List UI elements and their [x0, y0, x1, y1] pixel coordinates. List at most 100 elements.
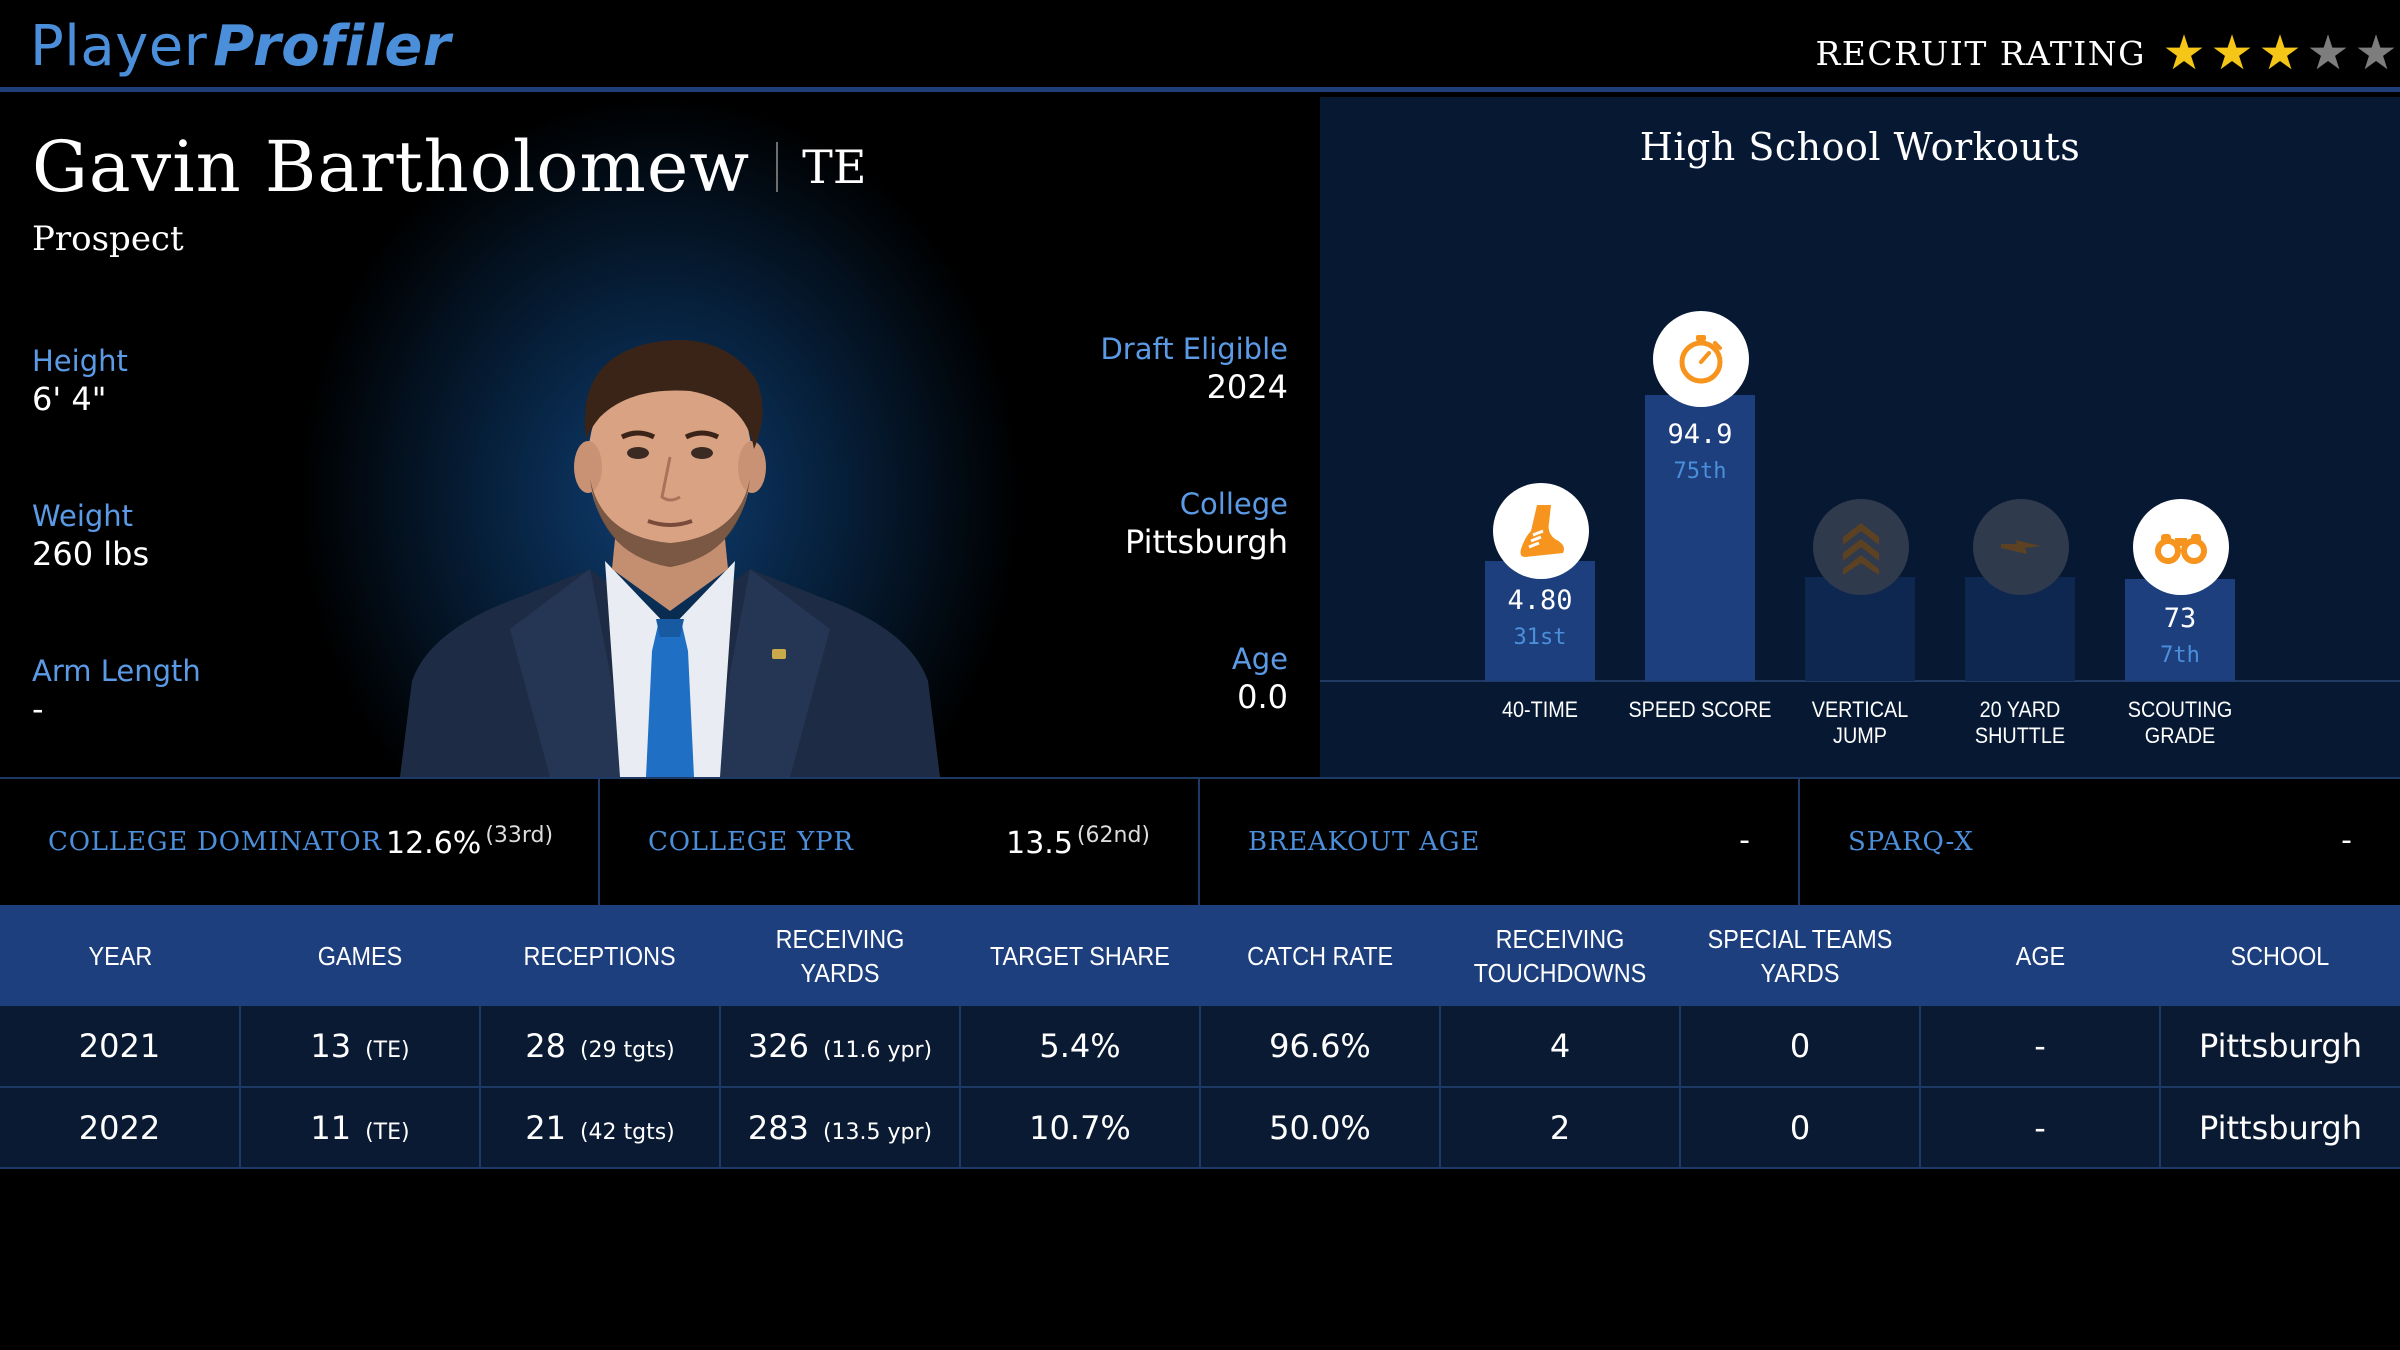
workout-rank: 75th	[1673, 459, 1727, 484]
star-empty-icon: ★	[2306, 25, 2350, 81]
table-row: 2022 11 (TE) 21 (42 tgts) 283 (13.5 ypr) 10…	[0, 1087, 2400, 1169]
running-shoe-icon	[1493, 483, 1589, 579]
player-headshot	[400, 339, 940, 777]
name-row: Gavin Bartholomew TE	[32, 127, 866, 207]
star-filled-icon: ★	[2210, 25, 2254, 81]
top-bar: Player Profiler RECRUIT RATING ★ ★ ★ ★ ★	[0, 0, 2400, 92]
column-header-games[interactable]: GAMES	[240, 905, 480, 1006]
height-stat: Height 6' 4"	[32, 343, 128, 419]
workout-label: 20 YARD SHUTTLE	[1974, 697, 2066, 748]
weight-value: 260 lbs	[32, 535, 150, 573]
workout-bar	[1645, 395, 1755, 681]
star-empty-icon: ★	[2354, 25, 2398, 81]
player-name: Gavin Bartholomew	[32, 126, 751, 208]
workout-label: SCOUTING GRADE	[2127, 697, 2233, 748]
college-value: Pittsburgh	[1124, 523, 1288, 561]
cell-receiving-yards: 283 (13.5 ypr)	[720, 1087, 961, 1169]
metric-value: -	[1739, 823, 1750, 858]
cell-target-share: 5.4%	[960, 1006, 1201, 1088]
workout-vertical-jump[interactable]: VERTICAL JUMP	[1805, 97, 1915, 777]
lightning-icon	[1973, 499, 2069, 595]
binoculars-icon	[2133, 499, 2229, 595]
cell-games: 13 (TE)	[240, 1006, 481, 1088]
player-position: TE	[802, 140, 867, 194]
column-header-receptions[interactable]: RECEPTIONS	[480, 905, 720, 1006]
name-divider	[776, 142, 779, 192]
cell-receiving-touchdowns: 2	[1440, 1087, 1681, 1169]
metric-breakout-age[interactable]: Breakout Age -	[1200, 779, 1800, 905]
metric-number: 12.6%	[386, 826, 482, 861]
column-header-year[interactable]: YEAR	[0, 905, 240, 1006]
workout-value: 94.9	[1667, 419, 1733, 450]
metric-college-ypr[interactable]: College YPR 13.5 (62nd)	[600, 779, 1200, 905]
cell-special-teams-yards: 0	[1680, 1006, 1921, 1088]
workouts-baseline	[1320, 680, 2400, 682]
height-value: 6' 4"	[32, 380, 107, 418]
table-header-row: YEAR GAMES RECEPTIONS RECEIVING YARDS TA…	[0, 905, 2400, 1006]
workout-value: 73	[2163, 603, 2197, 634]
cell-age: -	[1920, 1087, 2161, 1169]
cell-receptions: 21 (42 tgts)	[480, 1087, 721, 1169]
column-header-receiving-touchdowns[interactable]: RECEIVING TOUCHDOWNS	[1440, 905, 1680, 1006]
logo-part-player: Player	[30, 14, 208, 79]
cell-catch-rate: 96.6%	[1200, 1006, 1441, 1088]
age-value: 0.0	[1237, 678, 1288, 716]
weight-stat: Weight 260 lbs	[32, 498, 149, 574]
college-stats-table: YEAR GAMES RECEPTIONS RECEIVING YARDS TA…	[0, 905, 2400, 1169]
metric-value: -	[2341, 823, 2352, 858]
column-header-target-share[interactable]: TARGET SHARE	[960, 905, 1200, 1006]
workout-label: SPEED SCORE	[1628, 697, 1772, 722]
stopwatch-icon	[1653, 311, 1749, 407]
metric-number: 13.5	[1006, 826, 1073, 861]
site-logo[interactable]: Player Profiler	[30, 12, 451, 82]
arm-length-value: -	[32, 690, 44, 728]
star-filled-icon: ★	[2162, 25, 2206, 81]
workout-scouting-grade[interactable]: 73 7th SCOUTING GRADE	[2125, 97, 2235, 777]
metric-label: Breakout Age	[1248, 827, 1481, 857]
workout-label: VERTICAL JUMP	[1811, 697, 1909, 748]
college-stat: College Pittsburgh	[1125, 486, 1288, 562]
workout-value: 4.80	[1507, 585, 1573, 616]
advanced-metrics-strip: College Dominator 12.6% (33rd) College YP…	[0, 777, 2400, 905]
rating-stars: ★ ★ ★ ★ ★	[2160, 28, 2400, 78]
metric-college-dominator[interactable]: College Dominator 12.6% (33rd)	[0, 779, 600, 905]
column-header-special-teams-yards[interactable]: SPECIAL TEAMS YARDS	[1680, 905, 1920, 1006]
weight-label: Weight	[32, 499, 134, 533]
draft-eligible-stat: Draft Eligible 2024	[1100, 331, 1288, 407]
workouts-title: High School Workouts	[1639, 125, 2081, 169]
metric-value: 12.6% (33rd)	[386, 823, 553, 861]
star-filled-icon: ★	[2258, 25, 2302, 81]
draft-eligible-value: 2024	[1206, 368, 1288, 406]
column-header-catch-rate[interactable]: CATCH RATE	[1200, 905, 1440, 1006]
workout-bar	[2125, 579, 2235, 681]
metric-sparq-x[interactable]: SPARQ-x -	[1800, 779, 2400, 905]
cell-receptions: 28 (29 tgts)	[480, 1006, 721, 1088]
logo-part-profiler: Profiler	[213, 14, 452, 79]
draft-eligible-label: Draft Eligible	[1100, 332, 1288, 366]
player-status: Prospect	[32, 219, 184, 259]
column-header-receiving-yards[interactable]: RECEIVING YARDS	[720, 905, 960, 1006]
arm-length-label: Arm Length	[32, 654, 201, 688]
column-header-age[interactable]: AGE	[1920, 905, 2160, 1006]
high-school-workouts-panel: High School Workouts 4.80 31st 40-TIME 9…	[1320, 97, 2400, 777]
column-header-school[interactable]: SCHOOL	[2160, 905, 2400, 1006]
college-label: College	[1179, 487, 1288, 521]
metric-label: SPARQ-x	[1848, 827, 1974, 857]
player-profile: Gavin Bartholomew TE Prospect Height 6' …	[0, 97, 1320, 777]
cell-receiving-yards: 326 (11.6 ypr)	[720, 1006, 961, 1088]
recruit-rating: RECRUIT RATING ★ ★ ★ ★ ★	[1815, 28, 2400, 78]
age-label: Age	[1231, 642, 1288, 676]
cell-receiving-touchdowns: 4	[1440, 1006, 1681, 1088]
recruit-rating-label: RECRUIT RATING	[1815, 33, 2146, 73]
workout-bar	[1485, 561, 1595, 681]
workout-20-yard-shuttle[interactable]: 20 YARD SHUTTLE	[1965, 97, 2075, 777]
workout-speed-score[interactable]: 94.9 75th SPEED SCORE	[1628, 97, 1772, 777]
workout-rank: 31st	[1513, 625, 1567, 650]
cell-year: 2022	[0, 1087, 241, 1169]
metric-value: 13.5 (62nd)	[1006, 823, 1150, 861]
workout-40-time[interactable]: 4.80 31st 40-TIME	[1485, 97, 1595, 777]
cell-school: Pittsburgh	[2160, 1006, 2400, 1088]
workout-rank: 7th	[2160, 643, 2200, 668]
metric-label: College Dominator	[48, 827, 382, 857]
table-row: 2021 13 (TE) 28 (29 tgts) 326 (11.6 ypr) 5.…	[0, 1006, 2400, 1088]
